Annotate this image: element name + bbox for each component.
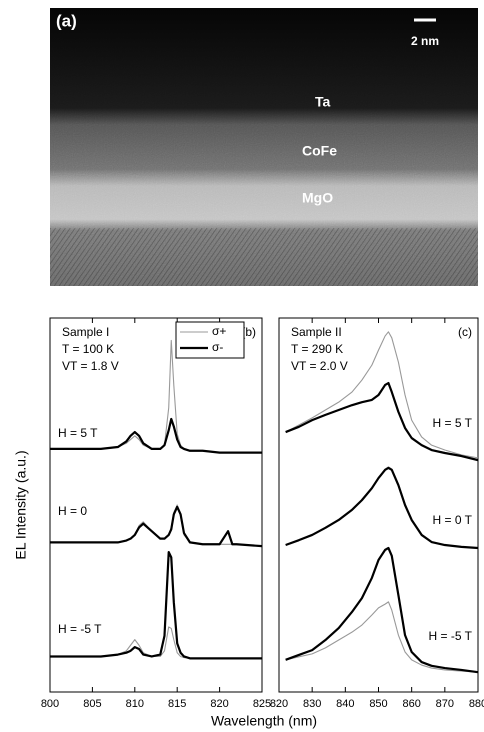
spectrum-line — [285, 466, 479, 550]
x-tick-label: 825 — [253, 698, 271, 710]
annotation: Sample II — [291, 325, 342, 339]
curve-label: H = 5 T — [433, 416, 473, 430]
annotation: Sample I — [62, 325, 109, 339]
curve-label: H = -5 T — [58, 622, 102, 636]
spectrum-line — [285, 331, 479, 459]
x-tick-label: 815 — [168, 698, 186, 710]
annotation: T = 100 K — [62, 342, 114, 356]
legend-box — [175, 321, 245, 359]
annotation: T = 290 K — [291, 342, 343, 356]
panel-label: (a) — [56, 11, 77, 30]
spectrum-line — [285, 601, 479, 673]
tem-image: (a) 2 nm Ta CoFe MgO — [50, 8, 478, 286]
x-tick-label: 850 — [369, 698, 387, 710]
x-tick-label: 880 — [469, 698, 484, 710]
x-tick-label: 830 — [303, 698, 321, 710]
curve-label: H = -5 T — [429, 629, 473, 643]
annotation: VT = 1.8 V — [62, 359, 119, 373]
panel-label: (c) — [458, 325, 472, 339]
plot-frame — [49, 317, 263, 693]
layer-label: CoFe — [302, 143, 337, 159]
spectrum-line — [285, 381, 479, 462]
x-tick-label: 820 — [270, 698, 288, 710]
layer-label: MgO — [302, 190, 333, 206]
spectrum-line — [50, 505, 263, 548]
panel-label: (b) — [241, 325, 256, 339]
curve-label: H = 0 — [58, 504, 87, 518]
x-tick-label: 810 — [126, 698, 144, 710]
legend-label: σ+ — [212, 324, 226, 338]
x-axis-label: Wavelength (nm) — [211, 713, 317, 729]
layer-label: Ta — [315, 94, 331, 110]
y-axis-label: EL Intensity (a.u.) — [13, 450, 29, 559]
x-tick-label: 840 — [336, 698, 354, 710]
x-tick-label: 870 — [436, 698, 454, 710]
legend-label: σ- — [212, 340, 223, 354]
x-tick-label: 805 — [83, 698, 101, 710]
spectrum-line — [285, 466, 479, 549]
spectrum-line — [50, 417, 262, 454]
spectrum-line — [50, 551, 262, 660]
x-tick-label: 860 — [402, 698, 420, 710]
curve-label: H = 5 T — [58, 426, 98, 440]
x-tick-label: 800 — [41, 698, 59, 710]
spectrum-line — [285, 546, 479, 674]
x-tick-label: 820 — [210, 698, 228, 710]
scale-bar-label: 2 nm — [411, 34, 439, 48]
annotation: VT = 2.0 V — [291, 359, 348, 373]
curve-label: H = 0 T — [433, 513, 473, 527]
